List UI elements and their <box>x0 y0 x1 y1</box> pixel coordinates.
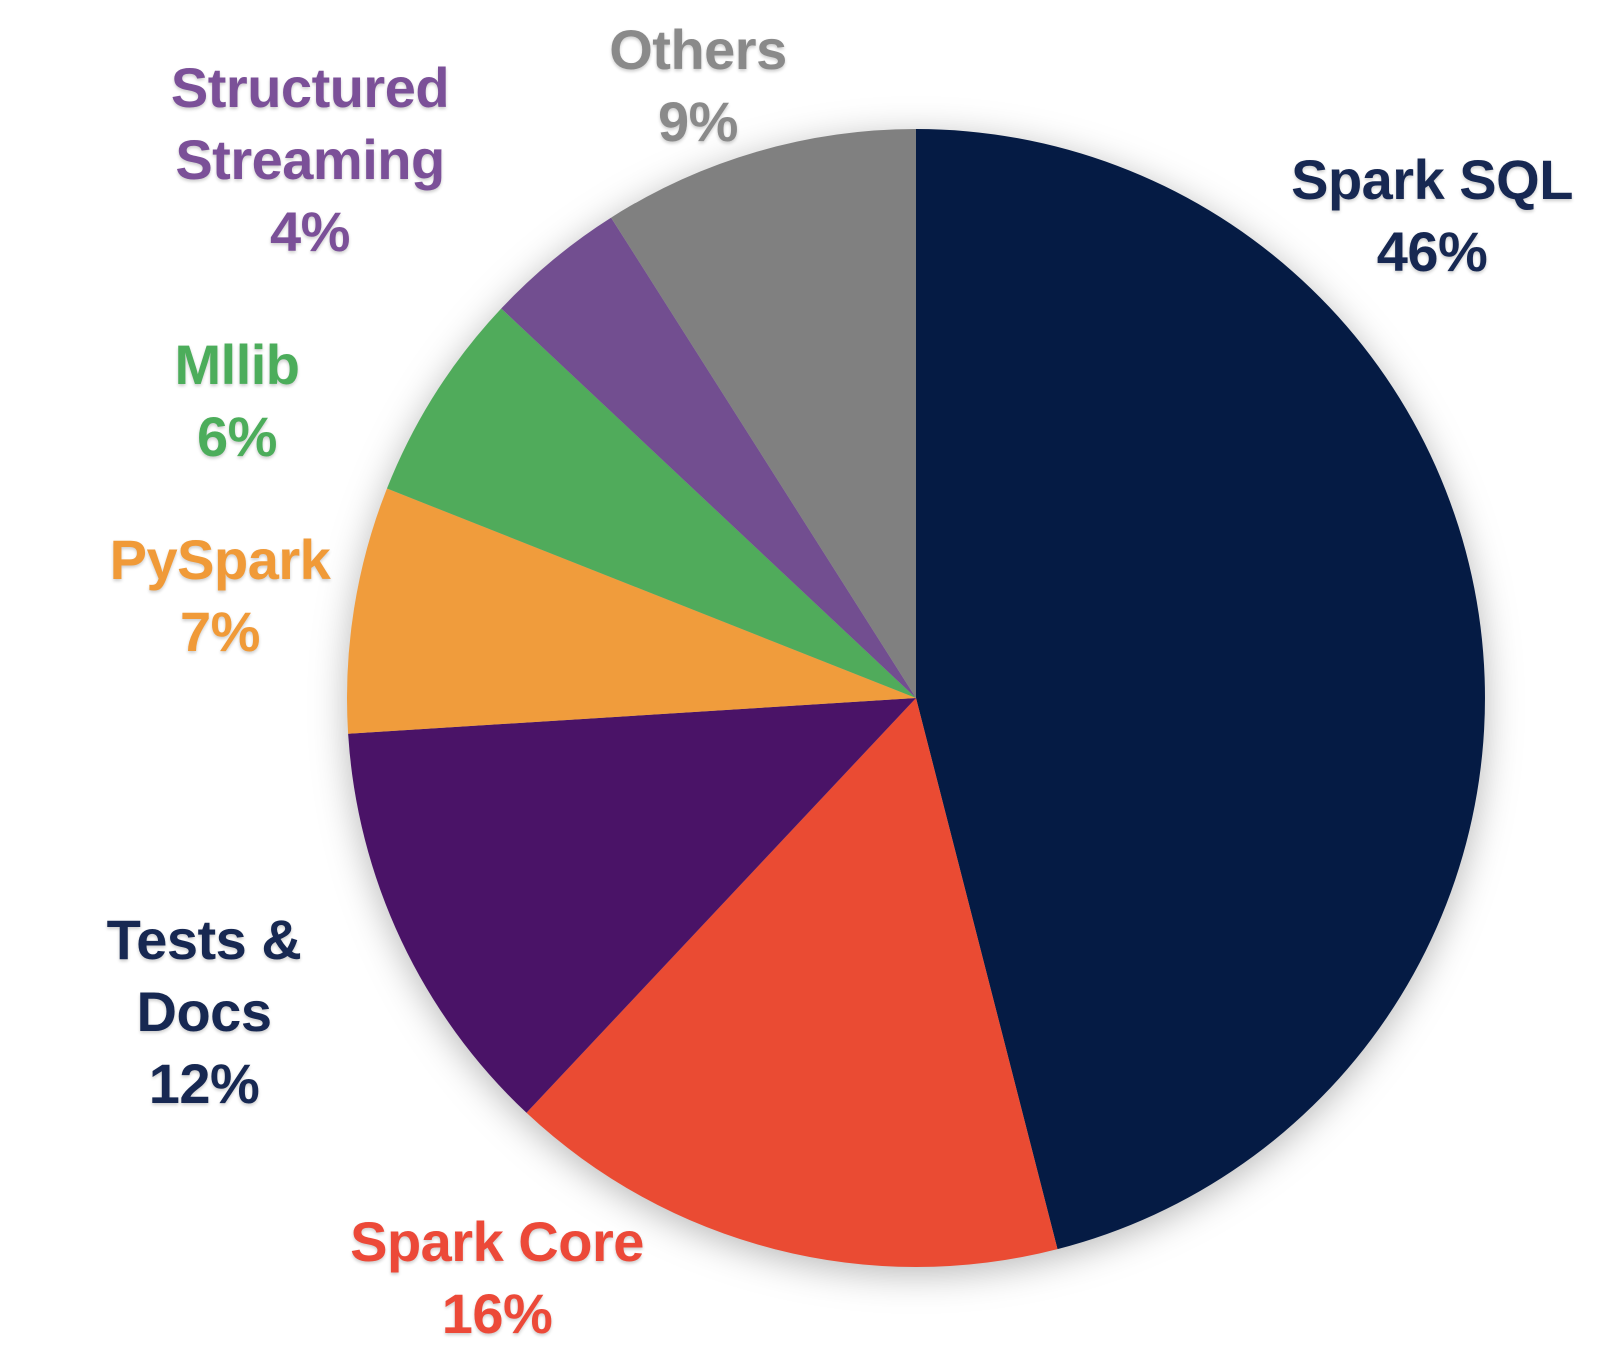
slice-label-pct: 9% <box>658 90 738 153</box>
label-spark-sql: Spark SQL 46% <box>1291 144 1573 288</box>
slice-label-text: Docs <box>136 980 272 1043</box>
pie-slice-structured-streaming <box>501 217 916 698</box>
slice-label-text: PySpark <box>109 528 331 591</box>
slice-label-pct: 6% <box>197 405 277 468</box>
pie-slice-others <box>611 129 916 698</box>
slice-label-text: Spark Core <box>350 1210 644 1273</box>
label-others: Others 9% <box>609 14 787 158</box>
slice-label-text: Others <box>609 18 787 81</box>
slice-label-text: Mllib <box>174 333 300 396</box>
label-tests-docs: Tests & Docs 12% <box>107 904 302 1120</box>
slice-label-pct: 46% <box>1376 220 1488 283</box>
slice-label-pct: 7% <box>180 600 260 663</box>
label-mllib: Mllib 6% <box>174 329 300 473</box>
pie-slice-spark-core <box>526 698 1058 1267</box>
slice-label-text: Spark SQL <box>1291 148 1573 211</box>
slice-label-text: Tests & <box>106 908 302 971</box>
pie-slice-mllib <box>386 308 917 698</box>
slice-label-text: Streaming <box>175 128 445 191</box>
pie-slice-tests-docs <box>348 698 916 1113</box>
pie-slice-pyspark <box>346 488 916 734</box>
label-spark-core: Spark Core 16% <box>350 1206 644 1350</box>
label-pyspark: PySpark 7% <box>110 524 331 668</box>
slice-label-pct: 16% <box>441 1282 553 1345</box>
pie-slice-spark-sql <box>916 129 1485 1250</box>
slice-label-text: Structured <box>170 56 450 119</box>
label-structured-streaming: Structured Streaming 4% <box>170 52 450 268</box>
slice-label-pct: 4% <box>270 200 350 263</box>
slice-label-pct: 12% <box>148 1052 260 1115</box>
